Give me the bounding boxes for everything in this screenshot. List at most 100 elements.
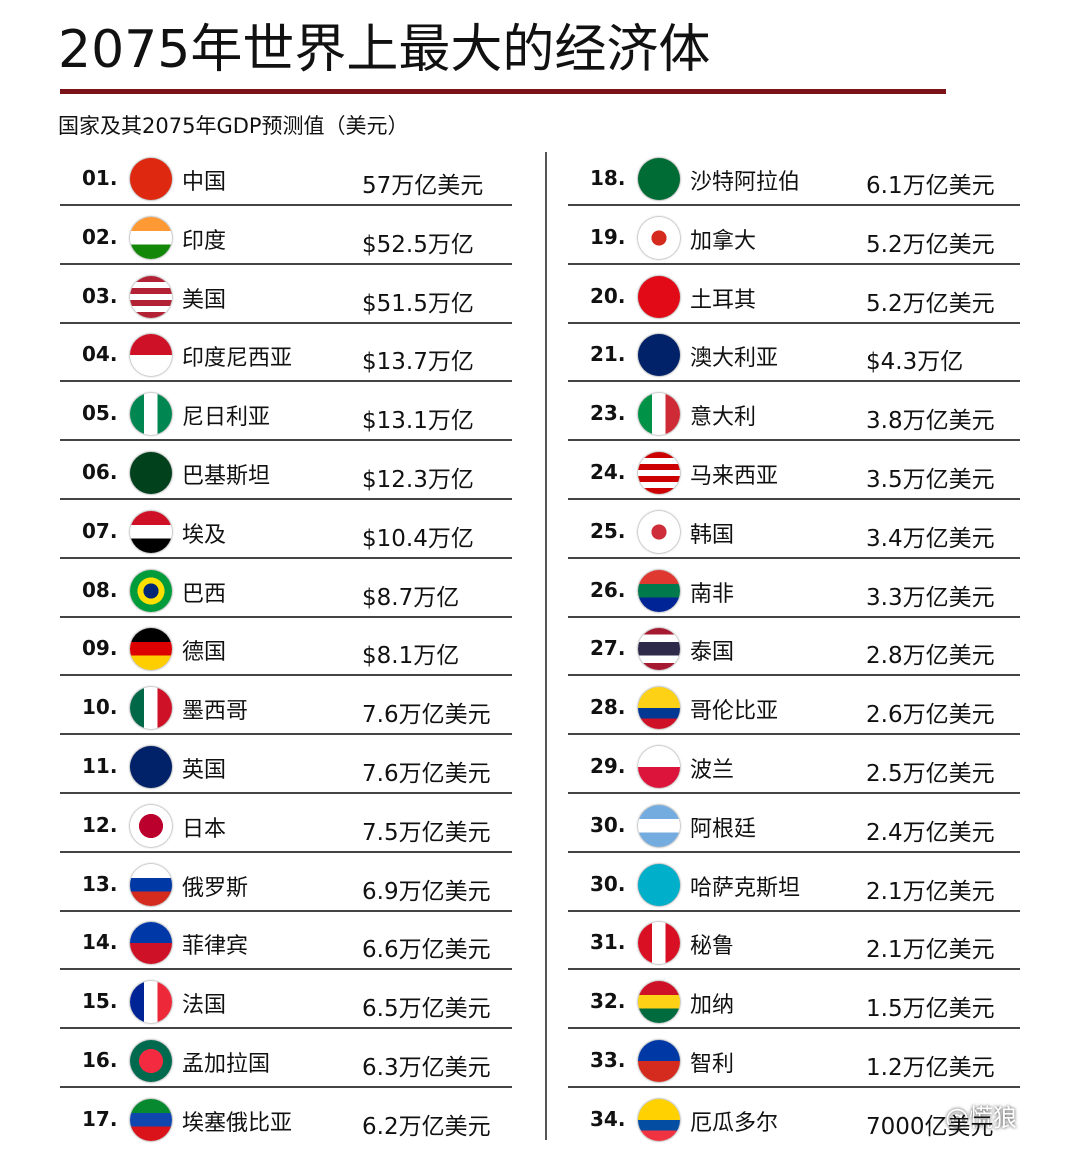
- table-row: 10. 墨西哥 7.6万亿美元: [60, 681, 522, 739]
- table-row: 21. 澳大利亚 $4.3万亿: [568, 328, 1030, 386]
- table-row: 20. 土耳其 5.2万亿美元: [568, 270, 1030, 328]
- row-separator: [60, 321, 512, 324]
- country-name: 韩国: [690, 522, 735, 548]
- flag-icon: [130, 1040, 172, 1082]
- table-row: 05. 尼日利亚 $13.1万亿: [60, 387, 522, 445]
- gdp-value: $52.5万亿: [362, 231, 474, 258]
- flag-icon: [130, 628, 172, 671]
- row-separator: [60, 498, 512, 500]
- table-row: 31. 秘鲁 2.1万亿美元: [568, 916, 1030, 974]
- gdp-value: 2.5万亿美元: [866, 761, 995, 787]
- flag-icon: [130, 981, 172, 1024]
- table-row: 04. 印度尼西亚 $13.7万亿: [60, 328, 522, 386]
- rank: 16.: [82, 1048, 118, 1072]
- country-name: 泰国: [690, 640, 735, 666]
- row-separator: [60, 556, 512, 559]
- country-name: 英国: [182, 758, 227, 783]
- row-separator: [568, 850, 1020, 853]
- flag-icon: [638, 628, 680, 671]
- flag-icon: [638, 569, 680, 612]
- table-row: 32. 加纳 1.5万亿美元: [568, 975, 1030, 1033]
- rank: 07.: [82, 518, 118, 543]
- row-separator: [60, 792, 512, 794]
- gdp-value: 7000亿美元: [866, 1113, 994, 1140]
- flag-icon: [130, 158, 172, 200]
- row-separator: [60, 850, 512, 853]
- row-separator: [60, 439, 512, 442]
- country-name: 哈萨克斯坦: [690, 875, 801, 901]
- country-name: 埃及: [182, 522, 227, 548]
- gdp-value: 1.5万亿美元: [866, 996, 995, 1023]
- flag-icon: [638, 393, 680, 436]
- row-separator: [568, 615, 1020, 618]
- gdp-value: 6.1万亿美元: [866, 173, 995, 199]
- rank: 18.: [590, 166, 626, 190]
- country-name: 波兰: [690, 758, 735, 783]
- subtitle: 国家及其2075年GDP预测值（美元）: [58, 114, 409, 138]
- country-name: 智利: [690, 1052, 735, 1077]
- gdp-value: 6.9万亿美元: [362, 878, 491, 905]
- flag-icon: [130, 393, 172, 436]
- table-row: 29. 波兰 2.5万亿美元: [568, 740, 1030, 798]
- table-row: 34. 厄瓜多尔 7000亿美元: [590, 1093, 1030, 1151]
- rank: 06.: [82, 460, 118, 484]
- row-separator: [568, 1027, 1020, 1030]
- row-separator: [568, 556, 1020, 559]
- table-row: 12. 日本 7.5万亿美元: [60, 799, 522, 857]
- rank: 33.: [590, 1048, 626, 1072]
- flag-icon: [638, 216, 680, 259]
- flag-icon: [638, 275, 680, 318]
- gdp-value: $13.7万亿: [362, 349, 474, 376]
- row-separator: [60, 615, 512, 618]
- table-row: 19. 加拿大 5.2万亿美元: [568, 211, 1030, 269]
- country-name: 印度尼西亚: [182, 346, 293, 372]
- table-row: 07. 埃及 $10.4万亿: [60, 505, 522, 563]
- rank: 10.: [82, 695, 118, 720]
- gdp-value: 3.5万亿美元: [866, 467, 995, 493]
- country-name: 哥伦比亚: [690, 699, 779, 725]
- rank: 29.: [590, 754, 626, 778]
- row-separator: [568, 909, 1020, 912]
- flag-icon: [130, 275, 172, 318]
- gdp-value: 5.2万亿美元: [866, 290, 995, 317]
- row-separator: [60, 674, 512, 677]
- row-separator: [568, 262, 1020, 265]
- flag-icon: [638, 746, 680, 788]
- title: 2075年世界上最大的经济体: [58, 20, 711, 80]
- rank: 01.: [82, 166, 118, 190]
- flag-icon: [638, 510, 680, 553]
- gdp-value: 6.6万亿美元: [362, 937, 491, 964]
- table-row: 28. 哥伦比亚 2.6万亿美元: [568, 681, 1030, 739]
- rank: 11.: [82, 754, 118, 778]
- country-name: 厄瓜多尔: [690, 1110, 779, 1136]
- gdp-value: 3.4万亿美元: [866, 525, 995, 552]
- rank: 15.: [82, 989, 118, 1014]
- rank: 19.: [590, 224, 626, 249]
- flag-icon: [130, 334, 172, 377]
- rank: 30.: [590, 871, 626, 896]
- rank: 04.: [82, 342, 118, 367]
- country-name: 菲律宾: [182, 934, 249, 960]
- flag-icon: [638, 452, 680, 494]
- flag-icon: [130, 804, 172, 847]
- table-row: 01. 中国 57万亿美元: [60, 152, 522, 210]
- table-row: 27. 泰国 2.8万亿美元: [568, 622, 1030, 680]
- row-separator: [60, 909, 512, 912]
- flag-icon: [130, 569, 172, 612]
- row-separator: [60, 380, 512, 383]
- flag-icon: [130, 863, 172, 906]
- gdp-value: 2.4万亿美元: [866, 819, 995, 846]
- flag-icon: [130, 1098, 172, 1141]
- row-separator: [60, 1086, 512, 1088]
- flag-icon: [130, 922, 172, 965]
- row-separator: [60, 262, 512, 265]
- country-name: 印度: [182, 228, 227, 254]
- row-separator: [568, 674, 1020, 677]
- table-row: 23. 意大利 3.8万亿美元: [568, 387, 1030, 445]
- flag-icon: [638, 981, 680, 1024]
- gdp-value: 6.2万亿美元: [362, 1113, 491, 1140]
- gdp-value: $4.3万亿: [866, 349, 964, 376]
- rank: 13.: [82, 871, 118, 896]
- table-row: 16. 孟加拉国 6.3万亿美元: [60, 1034, 522, 1092]
